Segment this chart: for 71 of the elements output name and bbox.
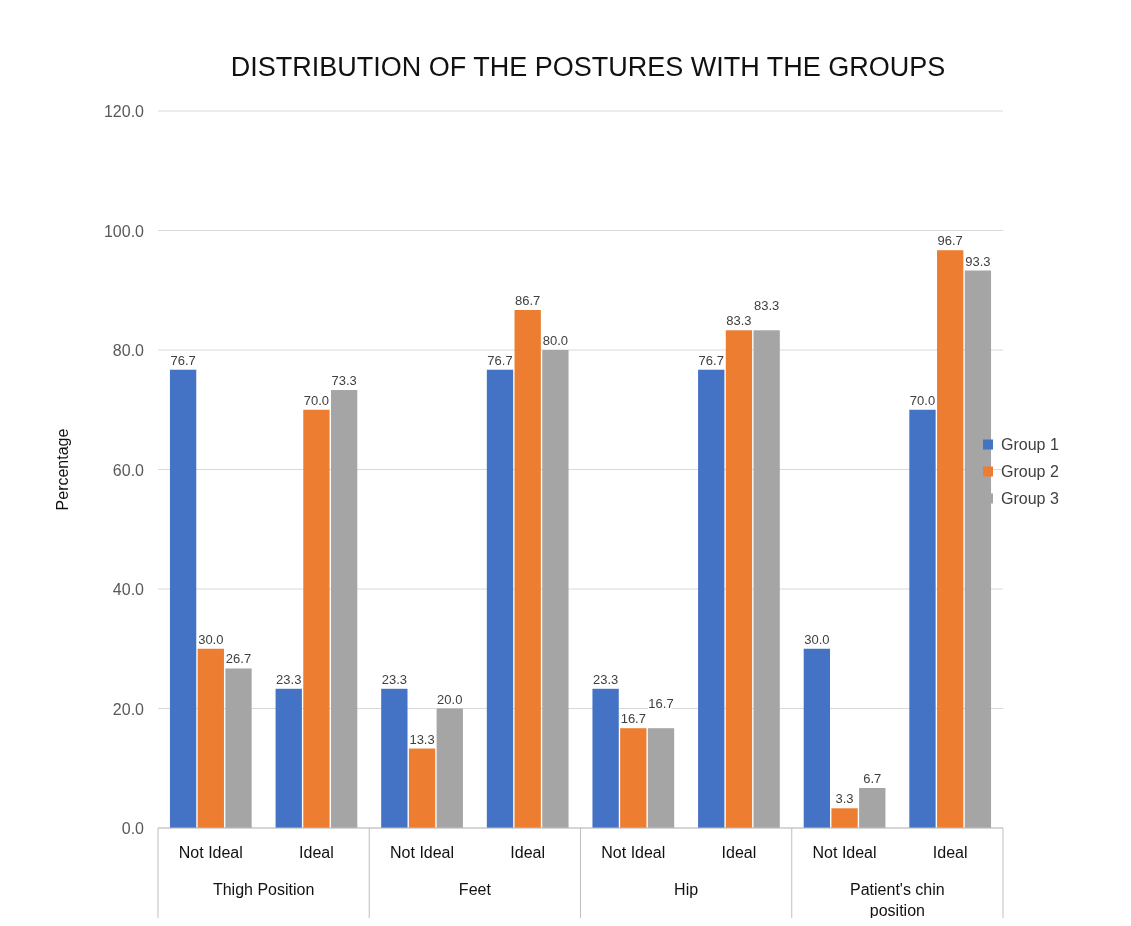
data-label: 23.3: [381, 671, 408, 687]
data-label: 83.3: [753, 298, 780, 314]
bar: [514, 309, 541, 828]
y-tick-label: 60.0: [112, 461, 145, 479]
bar: [592, 688, 619, 828]
bar: [909, 409, 936, 828]
legend-label: Group 1: [1001, 435, 1059, 453]
data-label: 70.0: [909, 392, 936, 408]
data-label: 23.3: [592, 671, 619, 687]
y-tick-label: 100.0: [103, 222, 145, 240]
data-label: 76.7: [170, 352, 196, 368]
data-label: 23.3: [276, 671, 302, 687]
y-tick-label: 40.0: [112, 581, 145, 598]
x-tick-label: Not Ideal: [178, 844, 243, 861]
x-tick-label: Not Ideal: [601, 844, 666, 861]
bar: [486, 369, 514, 828]
bar: [964, 270, 992, 828]
data-label: 80.0: [542, 333, 569, 348]
data-label: 76.7: [698, 352, 724, 368]
y-tick-label: 20.0: [112, 700, 145, 718]
bar: [303, 409, 330, 828]
chart-title: DISTRIBUTION OF THE POSTURES WITH THE GROUPS: [230, 52, 946, 82]
x-tick-label: Ideal: [510, 844, 546, 861]
legend-label: Group 2: [1001, 462, 1059, 480]
data-label: 96.7: [937, 233, 963, 249]
bar: [225, 668, 252, 828]
text: Thigh Position: [212, 881, 315, 898]
data-label: 30.0: [804, 631, 830, 647]
bar: [436, 708, 463, 828]
bar: [197, 648, 224, 828]
bar: [647, 728, 675, 828]
bar: [859, 787, 886, 828]
bar: [408, 748, 436, 828]
y-tick-label: 120.0: [103, 103, 145, 120]
text: Hip: [674, 881, 699, 898]
bar: [831, 808, 858, 828]
data-label: 73.3: [331, 373, 357, 389]
data-label: 13.3: [409, 731, 435, 747]
y-tick-label: 0.0: [121, 820, 145, 837]
data-label: 3.3: [835, 791, 854, 807]
x-tick-label: Ideal: [932, 844, 968, 861]
y-axis-title: Percentage: [54, 428, 71, 511]
data-label: 6.7: [863, 770, 882, 786]
bar: [275, 688, 302, 828]
bar: [937, 250, 964, 828]
data-label: 16.7: [648, 696, 674, 712]
data-label: 16.7: [620, 711, 646, 727]
data-label: 20.0: [437, 691, 463, 707]
bar: [725, 330, 753, 828]
text: Feet: [458, 881, 492, 898]
bar: [330, 390, 358, 828]
data-label: 93.3: [965, 253, 991, 269]
x-tick-label: Not Ideal: [390, 844, 455, 861]
bar: [542, 350, 569, 828]
data-label: 30.0: [198, 631, 224, 647]
x-tick-label: Ideal: [721, 844, 757, 861]
bar: [753, 330, 780, 828]
data-label: 26.7: [225, 651, 252, 667]
x-tick-label: Not Ideal: [812, 844, 877, 861]
data-label: 76.7: [487, 352, 513, 368]
legend-label: Group 3: [1001, 489, 1059, 507]
bar: [803, 648, 831, 828]
y-tick-label: 80.0: [112, 342, 145, 359]
data-label: 86.7: [515, 292, 541, 308]
data-label: 83.3: [726, 313, 752, 329]
bar: [698, 369, 725, 828]
x-tick-label: Ideal: [299, 844, 334, 861]
bar: [381, 688, 408, 828]
data-label: 70.0: [303, 392, 330, 408]
bar: [169, 369, 197, 828]
bar: [620, 728, 647, 828]
